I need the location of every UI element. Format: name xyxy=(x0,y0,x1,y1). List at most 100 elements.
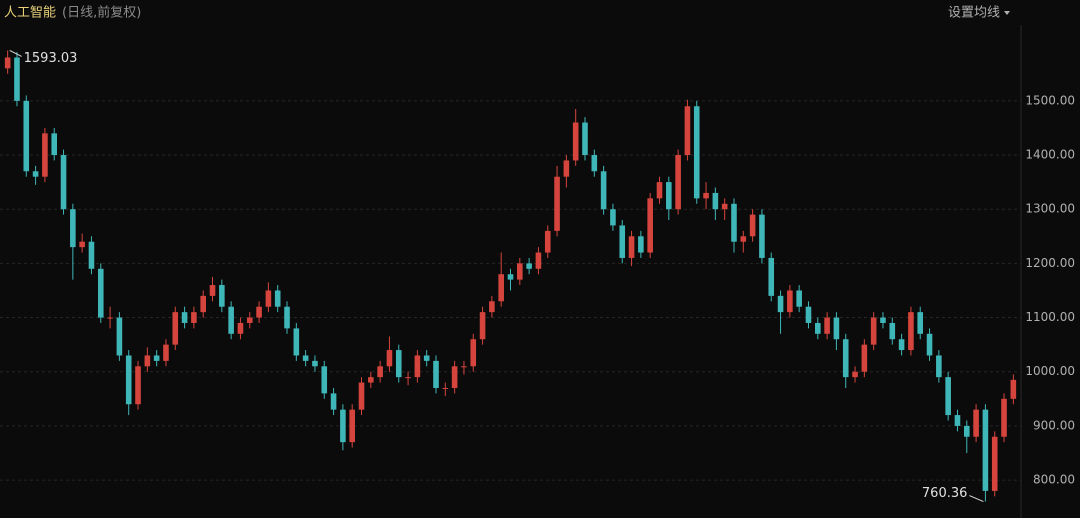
candle-body xyxy=(675,155,681,210)
candle-body xyxy=(600,171,607,210)
chart-title: 人工智能 xyxy=(4,6,56,21)
candle-body xyxy=(377,366,383,378)
candle-body xyxy=(926,333,933,356)
candle-body xyxy=(284,306,290,329)
candle-body xyxy=(42,133,48,177)
candle-body xyxy=(768,257,775,296)
candle-body xyxy=(135,366,141,405)
candle-body xyxy=(60,155,67,210)
annotation-arrow xyxy=(9,49,22,57)
candle-body xyxy=(582,122,588,156)
candle-body xyxy=(405,377,411,379)
candle-body xyxy=(163,344,169,361)
candle-body xyxy=(721,203,728,210)
candle-body xyxy=(945,377,951,416)
candle-body xyxy=(973,409,979,437)
candle-body xyxy=(321,366,328,394)
candle-body xyxy=(647,198,653,253)
candle-body xyxy=(544,230,551,253)
candle-body xyxy=(991,436,998,491)
candle-body xyxy=(1001,398,1007,437)
candle-body xyxy=(70,209,76,248)
candle-body xyxy=(507,274,514,280)
candle-body xyxy=(666,182,672,210)
candle-body xyxy=(759,214,765,258)
candle-body xyxy=(908,312,914,351)
candle-body xyxy=(228,306,234,334)
candle-body xyxy=(749,214,756,237)
candle-body xyxy=(1010,379,1017,399)
candle-body xyxy=(796,290,802,307)
candle-body xyxy=(368,377,374,383)
candle-body xyxy=(386,350,393,367)
candle-body xyxy=(32,171,39,177)
candle-body xyxy=(395,350,402,378)
candle-body xyxy=(861,344,868,372)
candle-body xyxy=(423,355,430,361)
candle-body xyxy=(451,366,458,388)
candle-body xyxy=(293,328,300,356)
candle-body xyxy=(302,355,309,361)
candle-body xyxy=(498,274,504,302)
candle-body xyxy=(14,57,20,101)
candle-body xyxy=(219,285,225,307)
candle-body xyxy=(107,317,113,319)
candle-body xyxy=(461,366,467,368)
min-annotation: 760.36 xyxy=(922,486,968,501)
candle-body xyxy=(731,203,737,242)
candle-body xyxy=(153,355,160,361)
max-annotation: 1593.03 xyxy=(24,51,78,66)
candle-body xyxy=(982,409,989,491)
candle-body xyxy=(200,295,206,313)
candle-body xyxy=(535,252,542,269)
candle-body xyxy=(116,317,123,356)
candle-body xyxy=(79,241,85,248)
candle-body xyxy=(517,263,523,280)
candle-body xyxy=(777,295,784,313)
candle-body xyxy=(330,393,337,410)
candle-body xyxy=(628,236,635,258)
y-tick-label: 900.00 xyxy=(1033,418,1075,432)
candle-body xyxy=(209,285,216,296)
candle-body xyxy=(274,290,281,307)
candle-body xyxy=(340,409,346,443)
candle-body xyxy=(470,339,477,367)
candle-body xyxy=(824,317,830,334)
candle-body xyxy=(954,415,961,426)
candle-body xyxy=(917,312,924,334)
candle-body xyxy=(88,241,95,269)
candle-body xyxy=(554,176,560,231)
candle-body xyxy=(563,160,570,177)
candle-body xyxy=(936,355,942,378)
candle-body xyxy=(265,290,272,307)
candle-body xyxy=(489,301,495,313)
chart-subtitle: (日线,前复权) xyxy=(62,5,141,21)
candle-body xyxy=(23,100,30,172)
candle-body xyxy=(619,225,626,258)
candle-body xyxy=(638,236,644,253)
candle-body xyxy=(870,317,877,345)
candle-body xyxy=(703,192,709,199)
candle-body xyxy=(442,387,449,389)
candle-body xyxy=(125,355,132,405)
candle-body xyxy=(433,360,439,388)
y-tick-label: 1400.00 xyxy=(1025,148,1075,162)
candle-body xyxy=(610,209,616,226)
candle-body xyxy=(805,306,812,323)
candle-body xyxy=(963,425,970,437)
candle-body xyxy=(815,322,821,334)
candle-body xyxy=(358,382,365,410)
y-tick-label: 1200.00 xyxy=(1025,256,1075,270)
dropdown-arrow[interactable] xyxy=(1004,11,1010,15)
ma-settings-button[interactable]: 设置均线 xyxy=(948,6,1000,21)
candle-body xyxy=(842,339,849,378)
candle-body xyxy=(4,57,11,69)
candle-body xyxy=(889,322,896,340)
candle-body xyxy=(693,106,700,199)
annotation-arrow xyxy=(969,495,984,503)
candle-body xyxy=(852,371,858,378)
candle-body xyxy=(712,192,719,210)
y-tick-label: 1300.00 xyxy=(1025,202,1075,216)
candle-body xyxy=(833,317,840,340)
